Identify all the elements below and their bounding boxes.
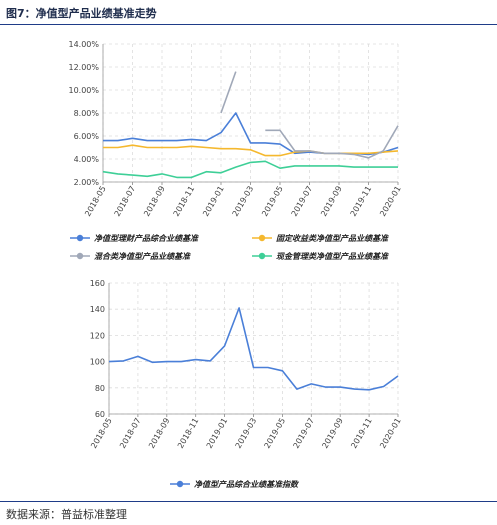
x-tick-label: 2019-03 <box>234 417 259 450</box>
series-line-2 <box>265 125 399 159</box>
y-tick-label: 12.00% <box>68 63 99 72</box>
figure-title: 图7：净值型产品业绩基准走势 <box>6 7 157 20</box>
y-tick-label: 8.00% <box>74 109 100 118</box>
x-tick-label: 2018-09 <box>147 417 172 450</box>
legend-label: 混合类净值型产品业绩基准 <box>94 251 192 261</box>
legend-item-0: 净值型理财产品综合业绩基准 <box>70 233 200 243</box>
benchmark-chart: 2.00% 4.00% 6.00% 8.00% 10.00% 12.00% 14.00% 20… <box>68 40 402 261</box>
x-tick-label: 2020-01 <box>378 417 403 450</box>
legend-marker <box>76 234 84 242</box>
x-tick-label: 2019-05 <box>260 185 285 218</box>
x-tick-label: 2019-01 <box>205 417 230 450</box>
y-tick-label: 6.00% <box>74 132 100 141</box>
x-tick-label: 2019-11 <box>349 185 374 218</box>
x-tick-label: 2018-11 <box>172 185 197 218</box>
legend-marker <box>176 480 184 488</box>
x-tick-label: 2019-09 <box>319 185 344 218</box>
top-divider <box>0 24 497 25</box>
y-tick-label: 120 <box>90 331 105 340</box>
x-tick-label: 2018-09 <box>142 185 167 218</box>
series-line-0 <box>108 307 399 391</box>
legend-label: 固定收益类净值型产品业绩基准 <box>276 233 390 243</box>
series-line-3 <box>102 160 398 179</box>
legend-marker <box>258 252 266 260</box>
y-tick-label: 80 <box>95 384 105 393</box>
legend-label: 现金管理类净值型产品业绩基准 <box>276 251 390 261</box>
legend-marker <box>258 234 266 242</box>
x-tick-label: 2019-07 <box>292 417 317 450</box>
x-tick-label: 2019-07 <box>290 185 315 218</box>
x-tick-label: 2019-11 <box>349 417 374 450</box>
legend-label: 净值型产品综合业绩基准指数 <box>194 479 300 489</box>
legend-item-1: 固定收益类净值型产品业绩基准 <box>252 233 390 243</box>
y-tick-label: 14.00% <box>68 40 99 49</box>
x-tick-label: 2018-05 <box>89 417 114 450</box>
y-tick-label: 160 <box>90 279 105 288</box>
legend-item-2: 混合类净值型产品业绩基准 <box>70 251 192 261</box>
y-tick-label: 4.00% <box>74 155 100 164</box>
legend-item-0: 净值型产品综合业绩基准指数 <box>170 479 300 489</box>
y-tick-label: 2.00% <box>74 178 100 187</box>
y-tick-label: 60 <box>95 410 105 419</box>
x-tick-label: 2019-01 <box>201 185 226 218</box>
x-tick-label: 2018-11 <box>176 417 201 450</box>
legend-marker <box>76 252 84 260</box>
x-tick-label: 2019-09 <box>320 417 345 450</box>
x-tick-label: 2018-07 <box>118 417 143 450</box>
x-tick-label: 2018-07 <box>113 185 138 218</box>
y-tick-label: 100 <box>90 358 105 367</box>
x-tick-label: 2020-01 <box>378 185 403 218</box>
y-tick-label: 140 <box>90 305 105 314</box>
x-tick-label: 2019-03 <box>231 185 256 218</box>
y-tick-label: 10.00% <box>68 86 99 95</box>
x-tick-label: 2019-05 <box>263 417 288 450</box>
series-line-2 <box>220 71 237 114</box>
legend-item-3: 现金管理类净值型产品业绩基准 <box>252 251 390 261</box>
bottom-divider <box>0 501 497 502</box>
source-note: 数据来源：普益标准整理 <box>6 508 127 521</box>
legend-label: 净值型理财产品综合业绩基准 <box>94 233 200 243</box>
x-tick-label: 2018-05 <box>83 185 108 218</box>
